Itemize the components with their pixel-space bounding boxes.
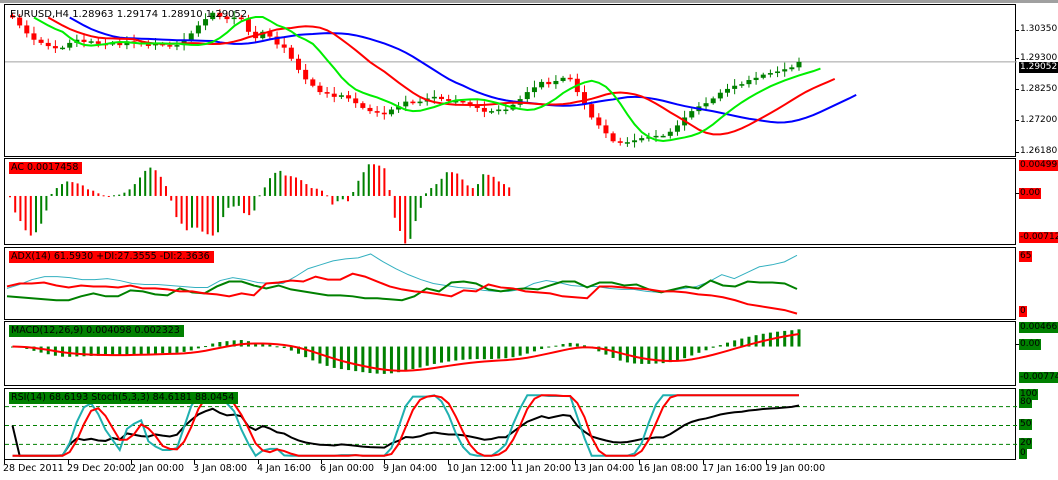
time-tick [194, 460, 195, 464]
axis-tick [1016, 152, 1019, 153]
adx-indicator-panel[interactable]: ADX(14) 61.5930 +DI:27.3555 -DI:2.3636 [4, 247, 1016, 320]
macd-indicator-label: MACD(12,26,9) 0.004098 0.002323 [9, 325, 184, 337]
price-axis-label: 1.28250 [1020, 84, 1058, 94]
ac-histogram [9, 164, 511, 244]
window-top-border [0, 0, 1058, 3]
ac-indicator-panel[interactable]: AC 0.0017458 [4, 158, 1016, 245]
rsi-axis-0: 0 [1019, 448, 1027, 459]
adx-lines [6, 253, 798, 315]
time-axis-label: 9 Jan 04:00 [383, 463, 438, 474]
price-axis-label: 1.26180 [1020, 146, 1058, 156]
time-tick [131, 460, 132, 464]
time-axis-label: 13 Jan 04:00 [574, 463, 635, 474]
axis-tick [1016, 58, 1019, 59]
price-axis[interactable]: 1.30350 1.29300 1.29052 1.28250 1.27200 … [1016, 4, 1058, 157]
ac-axis-zero: 0.00 [1019, 188, 1042, 199]
adx-axis-max: 65 [1019, 251, 1033, 262]
time-tick [639, 460, 640, 464]
macd-chart [11, 329, 801, 374]
axis-tick [1016, 344, 1019, 345]
axis-tick [1016, 120, 1019, 121]
rsi-stoch-lines [5, 394, 1017, 458]
time-tick [68, 460, 69, 464]
time-axis-label: 2 Jan 00:00 [130, 463, 185, 474]
ac-axis-max: 0.004995 [1019, 160, 1058, 171]
time-axis-label: 6 Jan 00:00 [320, 463, 375, 474]
adx-axis: 65 0 [1016, 247, 1058, 320]
time-tick [448, 460, 449, 464]
time-tick [384, 460, 385, 464]
time-axis-label: 19 Jan 00:00 [765, 463, 826, 474]
time-tick [766, 460, 767, 464]
rsi-stoch-indicator-label: RSI(14) 68.6193 Stoch(5,3,3) 84.6181 88.… [9, 392, 239, 404]
time-axis-label: 11 Jan 20:00 [511, 463, 572, 474]
time-tick [512, 460, 513, 464]
time-tick [703, 460, 704, 464]
axis-tick [1016, 30, 1019, 31]
time-axis-label: 3 Jan 08:00 [193, 463, 248, 474]
rsi-axis: 100 80 50 20 0 [1016, 388, 1058, 460]
time-tick [321, 460, 322, 464]
price-axis-label: 1.27200 [1020, 115, 1058, 125]
rsi-stoch-indicator-panel[interactable]: RSI(14) 68.6193 Stoch(5,3,3) 84.6181 88.… [4, 388, 1017, 460]
axis-tick [1016, 89, 1019, 90]
macd-axis-zero: 0.00 [1019, 339, 1042, 350]
time-tick [4, 460, 5, 464]
price-chart-panel[interactable]: EURUSD,H4 1.28963 1.29174 1.28910 1.2905… [4, 4, 1017, 157]
price-axis-label: 1.29300 [1020, 53, 1058, 63]
rsi-axis-80: 80 [1019, 397, 1033, 408]
ac-indicator-label: AC 0.0017458 [9, 162, 83, 174]
adx-indicator-label: ADX(14) 61.5930 +DI:27.3555 -DI:2.3636 [9, 251, 214, 263]
current-price-tag: 1.29052 [1019, 62, 1058, 73]
time-axis[interactable]: 28 Dec 2011 29 Dec 20:00 2 Jan 00:00 3 Jan … [0, 460, 1058, 480]
price-axis-label: 1.30350 [1020, 24, 1058, 34]
chart-title: EURUSD,H4 1.28963 1.29174 1.28910 1.2905… [10, 9, 248, 20]
ac-axis: 0.004995 0.00 -0.007126 [1016, 158, 1058, 245]
time-axis-label: 29 Dec 20:00 [67, 463, 131, 474]
time-axis-label: 4 Jan 16:00 [257, 463, 312, 474]
time-axis-label: 17 Jan 16:00 [702, 463, 763, 474]
macd-axis-max: 0.004662 [1019, 322, 1058, 333]
macd-indicator-panel[interactable]: MACD(12,26,9) 0.004098 0.002323 [4, 321, 1016, 386]
time-axis-label: 16 Jan 08:00 [638, 463, 699, 474]
adx-axis-min: 0 [1019, 306, 1027, 317]
macd-axis: 0.004662 0.00 -0.007744 [1016, 321, 1058, 386]
rsi-axis-100: 100 [1019, 389, 1039, 400]
time-axis-label: 28 Dec 2011 [3, 463, 64, 474]
time-axis-label: 10 Jan 12:00 [447, 463, 508, 474]
axis-tick [1016, 193, 1019, 194]
candlestick-chart [5, 9, 1017, 148]
rsi-axis-20: 20 [1019, 438, 1033, 449]
macd-axis-min: -0.007744 [1019, 372, 1058, 383]
rsi-axis-50: 50 [1019, 419, 1033, 430]
time-tick [258, 460, 259, 464]
ac-axis-min: -0.007126 [1019, 232, 1058, 243]
time-tick [575, 460, 576, 464]
